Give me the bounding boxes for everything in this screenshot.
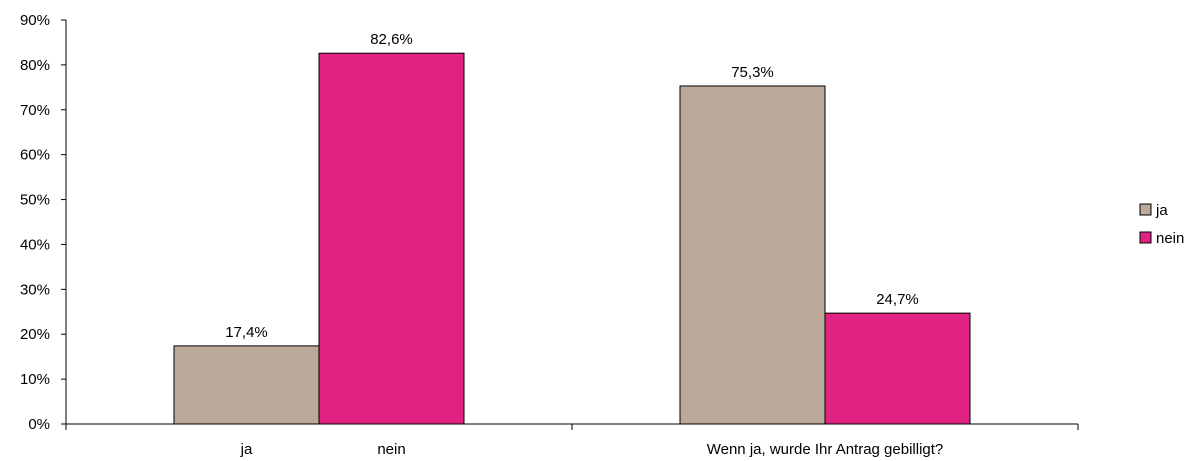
- y-tick-label: 60%: [20, 147, 50, 164]
- y-tick-label: 30%: [20, 281, 50, 298]
- y-tick-label: 50%: [20, 192, 50, 209]
- bars: [173, 52, 971, 425]
- bar-ja-0: [173, 345, 320, 425]
- legend-label-nein: nein: [1156, 230, 1184, 247]
- data-label-nein-1: 24,7%: [876, 291, 919, 308]
- bar-nein-0: [318, 52, 465, 425]
- data-label-ja-1: 75,3%: [731, 64, 774, 81]
- y-tick-label: 90%: [20, 12, 50, 29]
- legend: ja nein: [1139, 202, 1184, 247]
- y-tick-label: 40%: [20, 236, 50, 253]
- data-label-ja-0: 17,4%: [225, 324, 268, 341]
- y-tick-label: 80%: [20, 57, 50, 74]
- legend-swatch-ja: [1139, 203, 1152, 216]
- bar-ja-1: [679, 85, 826, 425]
- legend-swatch-nein: [1139, 231, 1152, 244]
- y-tick-label: 70%: [20, 102, 50, 119]
- bar-nein-1: [824, 312, 971, 425]
- category-label: Wenn ja, wurde Ihr Antrag gebilligt?: [707, 441, 944, 458]
- legend-label-ja: ja: [1155, 202, 1168, 219]
- data-labels: 17,4% 82,6% 75,3% 24,7%: [225, 31, 919, 341]
- category-label: nein: [377, 441, 405, 458]
- y-tick-label: 20%: [20, 326, 50, 343]
- y-tick-label: 10%: [20, 371, 50, 388]
- category-label: ja: [240, 441, 253, 458]
- y-tick-label: 0%: [28, 416, 50, 433]
- data-label-nein-0: 82,6%: [370, 31, 413, 48]
